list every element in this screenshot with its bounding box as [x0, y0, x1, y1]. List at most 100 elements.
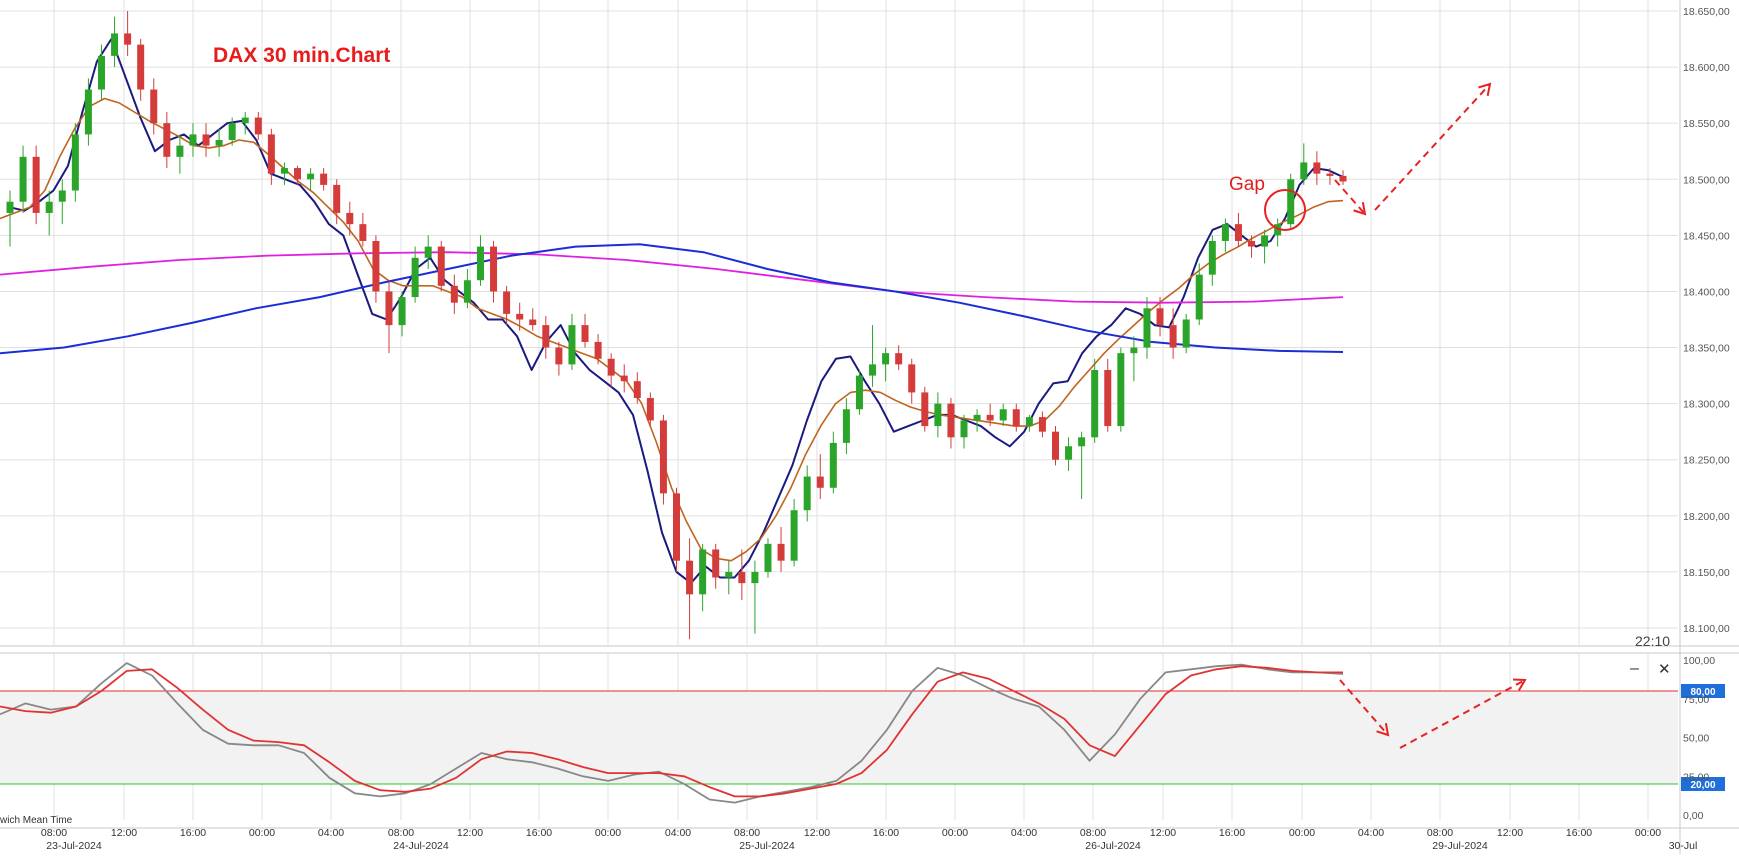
candle-body [1025, 417, 1033, 427]
candle-body [516, 313, 524, 320]
candle-body [71, 134, 79, 191]
candle-body [32, 156, 40, 213]
candle-body [816, 476, 824, 488]
candle-body [19, 156, 27, 202]
candle-body [463, 280, 471, 303]
candle-body [411, 257, 419, 298]
projection-arrow-up [1374, 83, 1491, 211]
price-tick-label: 18.150,00 [1683, 567, 1730, 579]
candle-body [764, 543, 772, 572]
candle-body [6, 201, 14, 213]
price-tick-label: 18.450,00 [1683, 230, 1730, 242]
candle-body [686, 560, 694, 595]
candle-body [215, 140, 223, 146]
gap-label: Gap [1229, 174, 1265, 195]
candle-body [555, 347, 563, 365]
osc-tick-label: 25,00 [1683, 771, 1709, 783]
candle-body [633, 381, 641, 399]
osc-projection-arrowhead-up [1512, 678, 1527, 691]
oscillator-line [0, 662, 1344, 804]
gap-circle [1264, 189, 1306, 231]
candle-body [777, 543, 785, 561]
time-tick-label: 00:00 [249, 827, 275, 839]
date-label: 25-Jul-2024 [739, 840, 795, 852]
candle-body [424, 246, 432, 258]
candle-body [254, 117, 262, 135]
candle-body [45, 201, 53, 213]
candle-body [1274, 224, 1282, 236]
candle-body [947, 403, 955, 438]
time-tick-label: 12:00 [457, 827, 483, 839]
candle-body [960, 420, 968, 438]
candle-body [1326, 173, 1334, 176]
time-tick-label: 16:00 [1566, 827, 1592, 839]
time-tick-label: 08:00 [41, 827, 67, 839]
annotations [1264, 82, 1527, 749]
candle-body [307, 173, 315, 180]
candle-body [476, 246, 484, 281]
osc-projection-arrow-down [1339, 679, 1389, 736]
candle-body [646, 398, 654, 421]
candle-body [581, 325, 589, 342]
candle-body [1261, 235, 1269, 247]
moving-average-line [0, 251, 1344, 304]
price-tick-label: 18.550,00 [1683, 118, 1730, 130]
candle-body [908, 364, 916, 393]
osc-level-badge [1681, 684, 1725, 698]
candle-body [1156, 308, 1164, 326]
candle-body [529, 319, 537, 326]
candle-body [1130, 347, 1138, 354]
candle-body [1300, 162, 1308, 180]
candle-body [503, 291, 511, 314]
time-tick-label: 12:00 [1150, 827, 1176, 839]
candle-body [1012, 409, 1020, 427]
candle-body [137, 44, 145, 90]
axes: 18.650,00 18.600,00 18.550,00 18.500,00 18.4… [0, 6, 1739, 852]
candle-body [1038, 417, 1046, 432]
projection-arrowhead-down [1353, 202, 1367, 216]
candle-body [607, 358, 615, 376]
osc-tick-label: 100,00 [1683, 655, 1715, 667]
time-tick-label: 04:00 [665, 827, 691, 839]
candle-body [150, 89, 158, 124]
candle-body [1091, 369, 1099, 438]
close-button[interactable]: ✕ [1658, 661, 1671, 678]
candle-body [346, 212, 354, 225]
candle-body [1143, 308, 1151, 348]
price-tick-label: 18.600,00 [1683, 62, 1730, 74]
candle-body [163, 123, 171, 157]
price-tick-label: 18.250,00 [1683, 455, 1730, 467]
candle-body [84, 89, 92, 135]
candle-body [1169, 325, 1177, 348]
candle-body [359, 224, 367, 241]
price-tick-label: 18.400,00 [1683, 286, 1730, 298]
time-tick-label: 08:00 [1427, 827, 1453, 839]
candle-body [228, 123, 236, 141]
time-tick-label: 12:00 [1497, 827, 1523, 839]
candle-body [568, 325, 576, 365]
candle-body [699, 549, 707, 595]
osc-level-label: 80,00 [1690, 687, 1715, 698]
date-label: 29-Jul-2024 [1432, 840, 1488, 852]
candle-body [1104, 369, 1112, 427]
candle-body [1234, 224, 1242, 241]
candle-body [1182, 319, 1190, 348]
time-tick-label: 16:00 [1219, 827, 1245, 839]
candle-body [751, 571, 759, 584]
candle-body [869, 364, 877, 376]
price-tick-label: 18.300,00 [1683, 399, 1730, 411]
time-tick-label: 16:00 [873, 827, 899, 839]
candlesticks [6, 11, 1347, 640]
candle-body [1339, 175, 1347, 182]
time-tick-label: 16:00 [180, 827, 206, 839]
candle-body [738, 571, 746, 584]
oscillator-lines [0, 662, 1344, 804]
candle-body [1208, 240, 1216, 275]
candle-body [267, 134, 275, 174]
minimize-button[interactable]: – [1630, 660, 1639, 677]
candle-body [202, 134, 210, 146]
time-tick-label: 08:00 [388, 827, 414, 839]
time-tick-label: 08:00 [734, 827, 760, 839]
candle-body [385, 291, 393, 326]
